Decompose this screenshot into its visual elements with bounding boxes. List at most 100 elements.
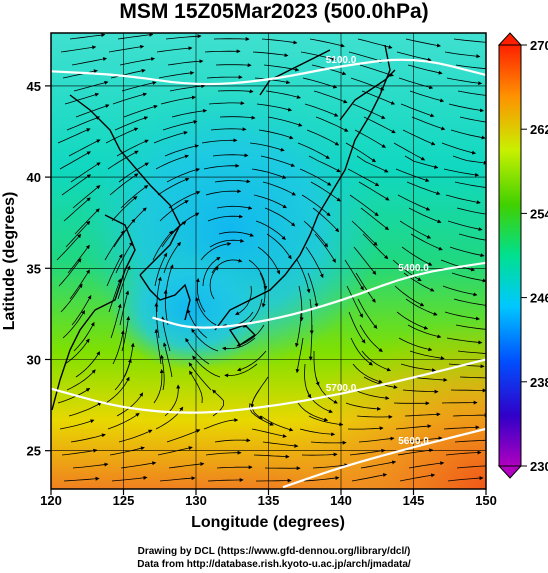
wind-streamline bbox=[255, 220, 286, 240]
wind-streamline bbox=[308, 415, 344, 427]
wind-streamline bbox=[297, 402, 329, 422]
y-axis-label: Latitude (degrees) bbox=[1, 192, 18, 331]
wind-streamline bbox=[163, 289, 169, 326]
wind-streamline bbox=[216, 465, 253, 470]
wind-streamline bbox=[357, 38, 393, 49]
wind-streamline bbox=[297, 142, 330, 159]
wind-streamline bbox=[258, 129, 294, 140]
y-tick-label: 30 bbox=[27, 352, 41, 367]
wind-streamline bbox=[166, 429, 201, 443]
wind-streamline bbox=[108, 44, 145, 53]
wind-streamline bbox=[235, 285, 252, 315]
wind-streamline bbox=[195, 277, 206, 313]
wind-streamline bbox=[119, 57, 156, 66]
wind-streamline bbox=[407, 324, 442, 339]
wind-streamline bbox=[345, 402, 382, 411]
wind-streamline bbox=[402, 389, 439, 394]
wind-streamline bbox=[360, 460, 397, 469]
wind-streamline bbox=[61, 448, 98, 456]
wind-streamline bbox=[189, 370, 203, 404]
wind-streamline bbox=[214, 179, 251, 184]
height-contours: 5700.0 5400.0 5100.0 5600.0 bbox=[51, 55, 486, 489]
wind-streamline bbox=[445, 450, 482, 456]
wind-streamline bbox=[454, 181, 486, 190]
wind-streamline bbox=[68, 402, 102, 417]
wind-streamline bbox=[300, 51, 336, 61]
contour-line bbox=[282, 427, 486, 489]
wind-streamline bbox=[457, 350, 486, 354]
wind-streamline bbox=[450, 129, 486, 140]
wind-streamline bbox=[169, 84, 206, 92]
wind-streamline bbox=[452, 155, 486, 165]
colorbar-bottom-arrow bbox=[497, 465, 523, 479]
wind-streamline bbox=[73, 321, 95, 352]
wind-streamline bbox=[207, 214, 244, 222]
wind-streamline bbox=[262, 181, 296, 196]
wind-streamline bbox=[356, 155, 389, 173]
x-tick-label: 125 bbox=[113, 493, 135, 508]
wind-streamline bbox=[56, 233, 82, 261]
wind-streamline bbox=[307, 272, 319, 308]
credit-drawing: Drawing by DCL (https://www.gfd-dennou.o… bbox=[137, 546, 411, 557]
wind-streamline bbox=[393, 142, 426, 161]
wind-streamline bbox=[445, 194, 481, 205]
wind-streamline bbox=[363, 116, 396, 134]
wind-streamline bbox=[163, 241, 181, 274]
wind-streamline bbox=[251, 428, 287, 438]
wind-streamline bbox=[303, 476, 340, 482]
wind-streamline bbox=[299, 428, 336, 437]
y-tick-label: 40 bbox=[27, 170, 41, 185]
wind-streamline bbox=[453, 298, 486, 308]
colorbar-tick-label: 254 bbox=[530, 206, 548, 221]
wind-streamline bbox=[361, 90, 396, 105]
wind-streamline bbox=[57, 128, 91, 144]
wind-streamline bbox=[443, 168, 480, 177]
wind-streamline bbox=[298, 285, 304, 322]
colorbar-tick-label: 230 bbox=[530, 459, 548, 474]
wind-streamline bbox=[263, 64, 300, 72]
wind-streamline bbox=[411, 116, 446, 131]
wind-streamline bbox=[257, 246, 281, 275]
wind-streamline bbox=[152, 230, 173, 261]
x-tick-label: 135 bbox=[258, 493, 280, 508]
wind-streamline bbox=[171, 108, 208, 118]
wind-streamline bbox=[357, 298, 378, 329]
wind-streamline bbox=[309, 38, 345, 48]
wind-streamline bbox=[162, 342, 173, 378]
contour-line bbox=[51, 358, 486, 414]
wind-streamline bbox=[68, 139, 101, 157]
wind-streamline bbox=[205, 450, 242, 456]
wind-streamline bbox=[105, 127, 139, 144]
y-tick-label: 45 bbox=[27, 79, 41, 94]
wind-streamline bbox=[154, 252, 168, 287]
wind-streamline bbox=[442, 285, 478, 297]
wind-streamline bbox=[207, 477, 244, 482]
wind-streamline bbox=[352, 363, 383, 384]
wind-streamline bbox=[64, 92, 100, 105]
wind-streamline bbox=[111, 195, 138, 222]
wind-streamline bbox=[362, 233, 389, 260]
map-title: MSM 15Z05Mar2023 (500.0hPa) bbox=[119, 0, 429, 23]
wind-streamline bbox=[405, 298, 438, 316]
wind-streamline bbox=[121, 316, 131, 352]
wind-streamline bbox=[216, 205, 253, 210]
wind-streamline bbox=[347, 168, 380, 187]
wind-streamline bbox=[106, 253, 123, 287]
wind-streamline bbox=[310, 181, 341, 202]
wind-streamline bbox=[295, 337, 304, 374]
wind-streamline bbox=[66, 369, 96, 391]
wind-streamline bbox=[305, 246, 324, 279]
wind-streamline bbox=[248, 259, 268, 291]
wind-streamline bbox=[105, 376, 130, 404]
wind-streamline bbox=[304, 103, 339, 117]
wind-streamline bbox=[444, 311, 480, 321]
wind-streamline bbox=[118, 162, 149, 183]
wind-streamline bbox=[186, 308, 208, 339]
wind-streamline bbox=[398, 77, 434, 90]
wind-streamline bbox=[397, 194, 431, 211]
wind-streamline bbox=[457, 90, 486, 96]
wind-streamline bbox=[75, 104, 110, 118]
wind-streamline bbox=[392, 259, 422, 282]
wind-streamline bbox=[254, 77, 291, 85]
colorbar-tick-label: 270 bbox=[530, 38, 548, 53]
